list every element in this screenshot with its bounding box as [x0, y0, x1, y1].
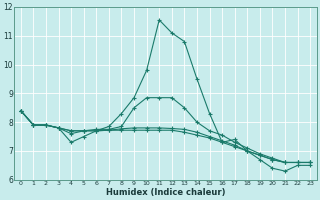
X-axis label: Humidex (Indice chaleur): Humidex (Indice chaleur)	[106, 188, 225, 197]
